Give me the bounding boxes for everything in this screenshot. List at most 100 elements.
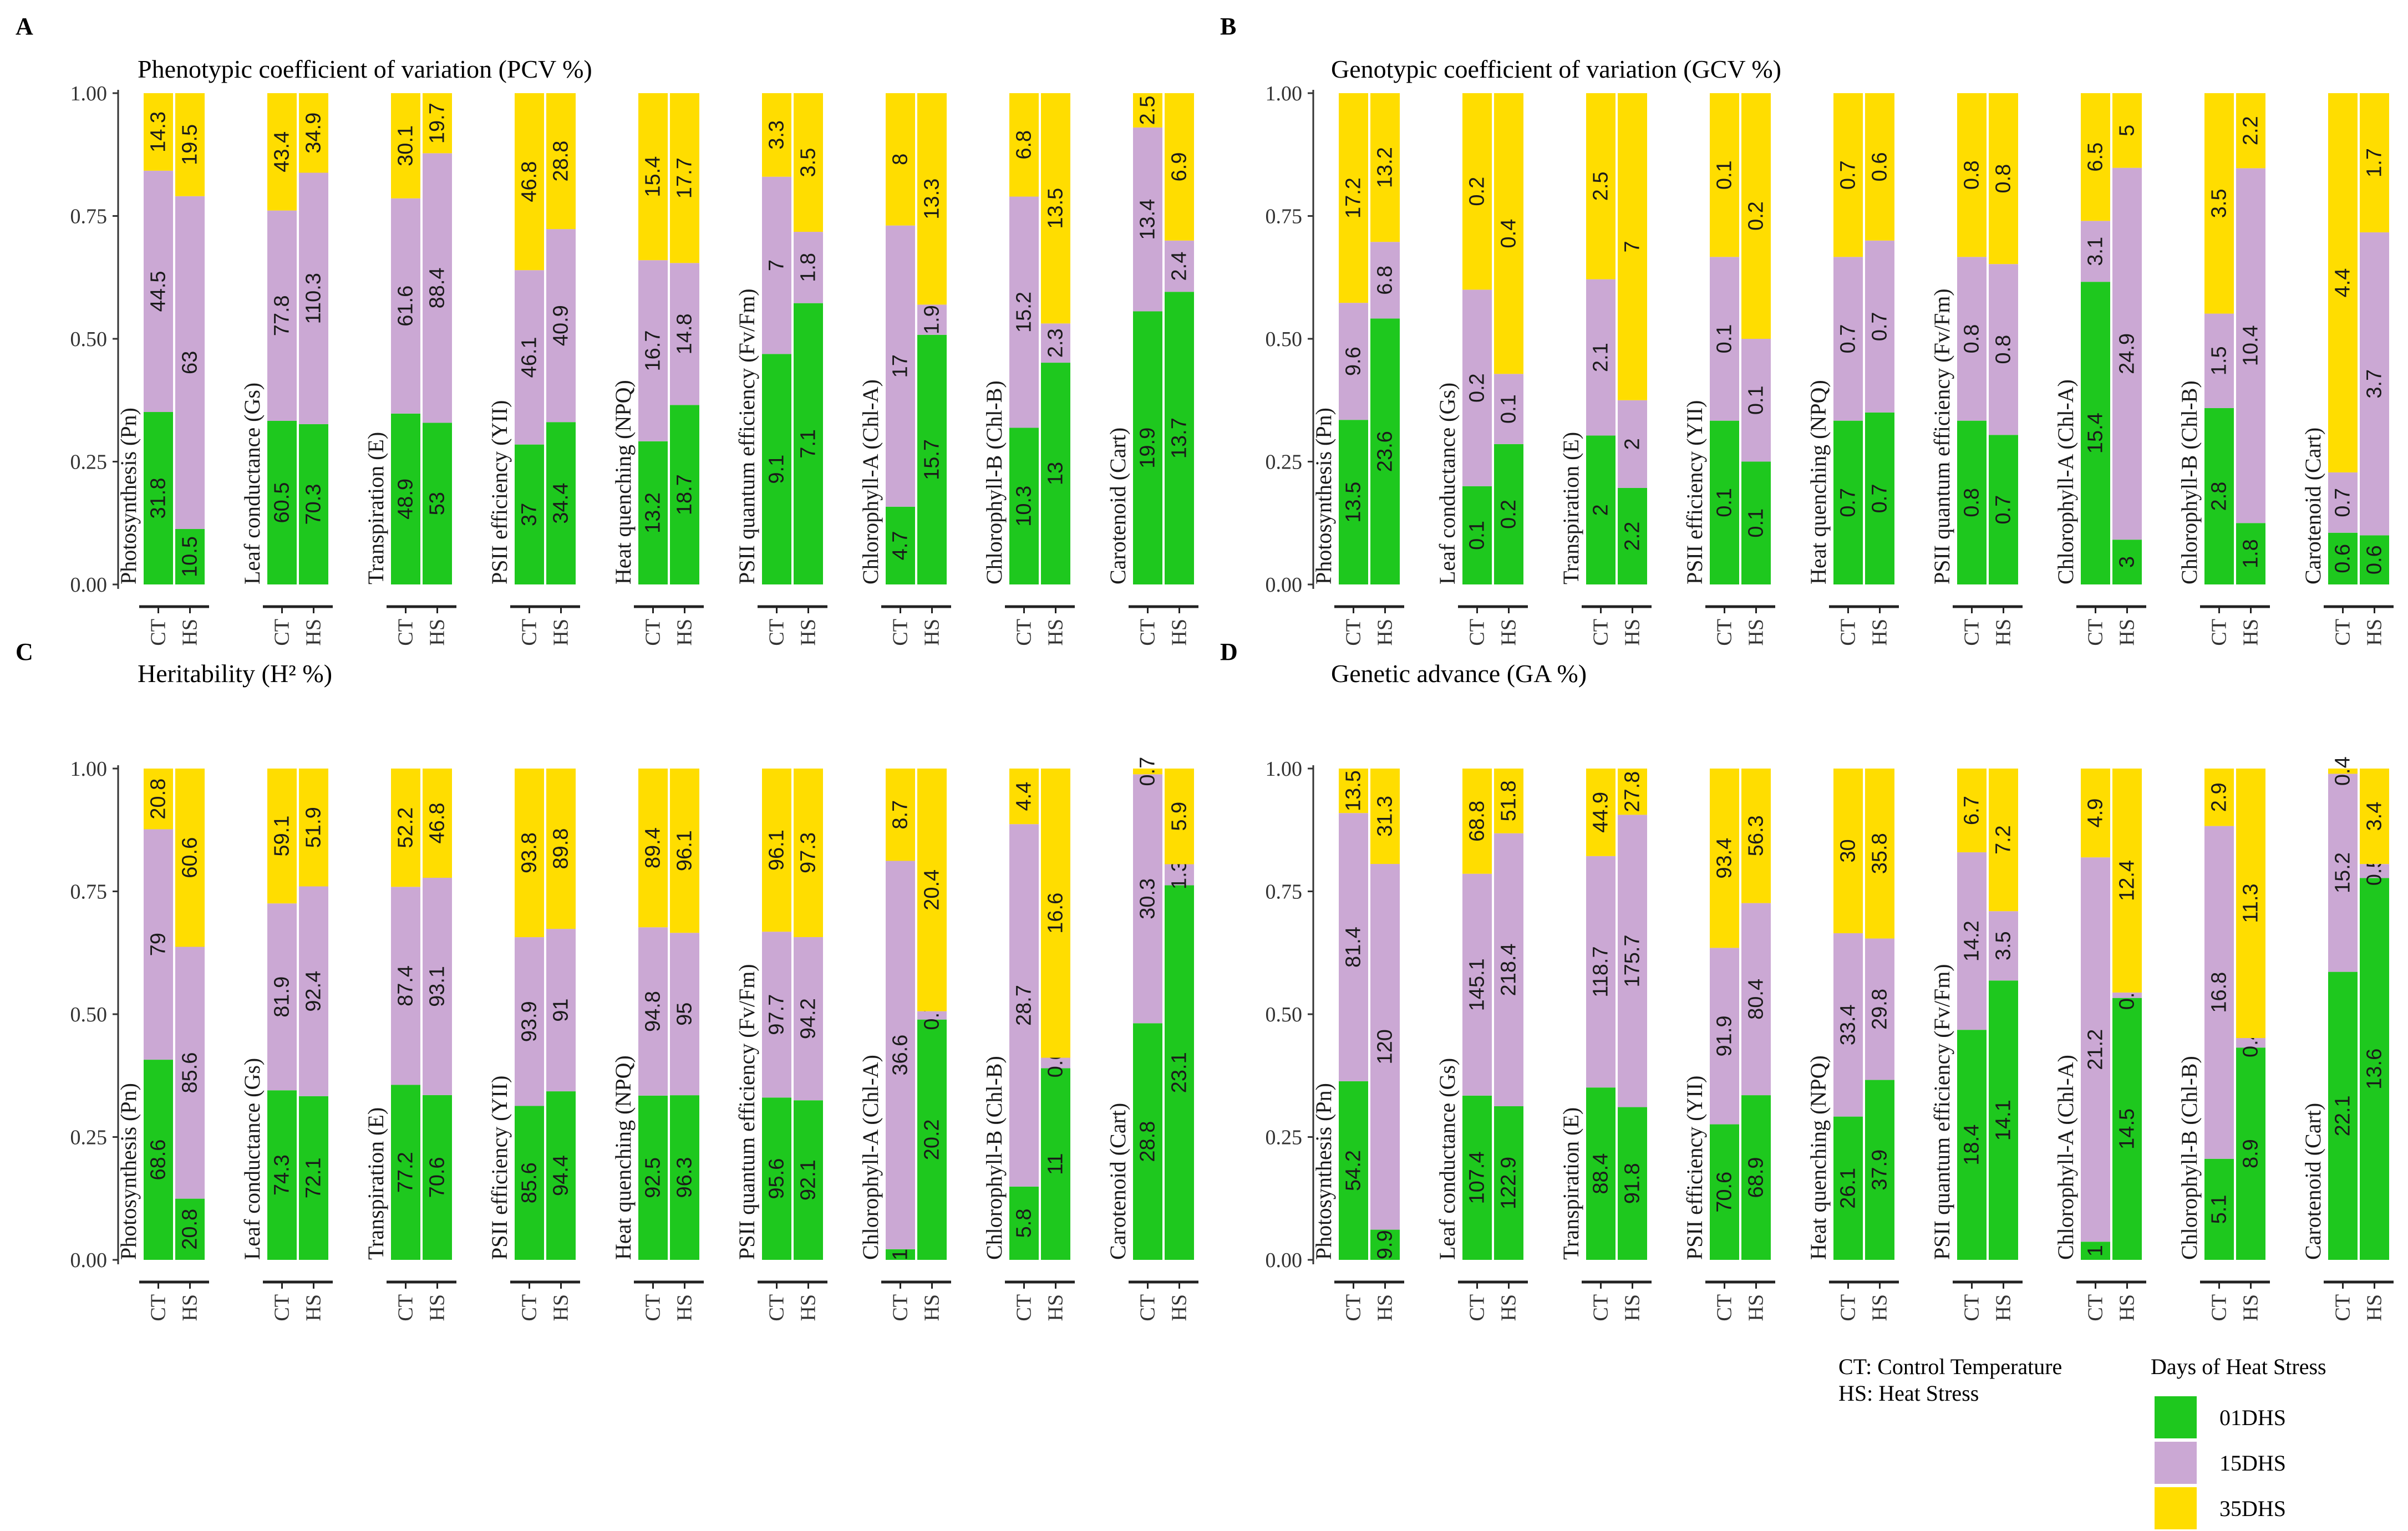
bar-segment-35dhs xyxy=(1370,93,1400,242)
bar-segment-01dhs xyxy=(546,1091,576,1260)
x-tick-label-ct: CT xyxy=(2331,619,2355,646)
bar-segment-01dhs xyxy=(1833,420,1863,584)
y-tick-label: 0.50 xyxy=(1266,328,1303,351)
data-label: 0.8 xyxy=(1960,324,1984,354)
x-tick-label-ct: CT xyxy=(642,1294,665,1321)
bar-segment-01dhs xyxy=(2328,532,2358,584)
facet-d-3: Transpiration (E) 88.4 118.7 44.9 CT 91.8 175.… xyxy=(1558,769,1652,1321)
x-tick-label-ct: CT xyxy=(518,619,541,646)
data-label: 0.4 xyxy=(2331,756,2355,786)
bar-segment-35dhs xyxy=(762,93,791,177)
bar-segment-15dhs xyxy=(175,196,205,529)
bar-segment-15dhs xyxy=(917,1011,947,1020)
data-label: 68.8 xyxy=(1466,801,1489,842)
data-label: 0.7 xyxy=(1837,488,1860,517)
x-tick-label-ct: CT xyxy=(1013,619,1036,646)
data-label: 28.7 xyxy=(1013,985,1036,1026)
bar-segment-01dhs xyxy=(299,1096,328,1260)
y-tick-label: 0.00 xyxy=(1266,1249,1303,1272)
data-label: 44.9 xyxy=(1589,792,1613,833)
bar-segment-01dhs xyxy=(762,354,791,584)
facet-c-1: Photosynthesis (Pn) 68.6 79 20.8 CT 20.8 85.6 6… xyxy=(116,769,209,1321)
bar-segment-15dhs xyxy=(886,225,915,507)
bar-segment-35dhs xyxy=(144,769,173,830)
x-tick-label-hs: HS xyxy=(1992,619,2015,646)
bar-segment-15dhs xyxy=(670,263,699,405)
bar-segment-15dhs xyxy=(1865,938,1894,1080)
facet-label: PSII quantum efficiency (Fv/Fm) xyxy=(1929,288,1954,584)
facet-d-7: Chlorophyll-A (Chl-A) 121.24.9CT14.50.312… xyxy=(2053,769,2146,1321)
x-tick-label-hs: HS xyxy=(2116,1294,2139,1321)
bar-segment-35dhs xyxy=(2204,93,2234,314)
bar-segment-35dhs xyxy=(1009,769,1039,825)
x-tick-label-ct: CT xyxy=(1713,1294,1736,1321)
facet-c-2: Leaf conductance (Gs) 74.3 81.9 59.1 CT 72.1 9… xyxy=(240,769,333,1321)
data-label: 14.1 xyxy=(1992,1100,2015,1141)
data-label: 93.9 xyxy=(518,1001,541,1042)
bar-segment-01dhs xyxy=(1370,1229,1400,1260)
bar-segment-35dhs xyxy=(1165,93,1194,241)
bar-segment-01dhs xyxy=(267,420,297,584)
bar-segment-35dhs xyxy=(917,769,947,1011)
data-label: 2.5 xyxy=(1589,171,1613,201)
x-tick-label-ct: CT xyxy=(1960,619,1984,646)
data-label: 13.2 xyxy=(642,492,665,533)
data-label: 79 xyxy=(147,933,170,956)
data-label: 74.3 xyxy=(271,1154,294,1196)
x-tick-label-hs: HS xyxy=(179,1294,202,1321)
bar-segment-15dhs xyxy=(1957,257,1987,421)
facet-label: PSII quantum efficiency (Fv/Fm) xyxy=(734,964,759,1260)
data-label: 6.8 xyxy=(1374,266,1397,295)
bar-segment-35dhs xyxy=(2360,93,2389,233)
bar-segment-01dhs xyxy=(299,424,328,584)
data-label: 13.5 xyxy=(1044,188,1068,229)
data-label: 85.6 xyxy=(518,1162,541,1203)
data-label: 15.4 xyxy=(642,156,665,197)
data-label: 7 xyxy=(765,260,789,271)
bar-segment-15dhs xyxy=(1586,279,1616,436)
data-label: 1.8 xyxy=(2239,539,2263,568)
bar-segment-15dhs xyxy=(794,232,823,303)
data-label: 2.1 xyxy=(1589,343,1613,372)
data-label: 63 xyxy=(179,351,202,374)
panel-c: C Heritability (H² %) 0.00 0.25 0.50 0.75 1.00… xyxy=(16,638,1198,1321)
panel-title-d: Genetic advance (GA %) xyxy=(1331,659,1587,688)
facet-d-1: Photosynthesis (Pn) 54.2 81.4 13.5 CT 9.9 120 3… xyxy=(1311,769,1404,1321)
data-label: 0.6 xyxy=(1868,152,1892,181)
data-label: 7 xyxy=(1621,241,1644,252)
facet-b-7: Chlorophyll-A (Chl-A) 15.4 3.1 6.5 CT 3 24.9 5 H… xyxy=(2053,93,2146,646)
bar-segment-01dhs xyxy=(515,444,544,584)
bar-segment-15dhs xyxy=(1586,856,1616,1088)
data-label: 120 xyxy=(1374,1029,1397,1064)
data-label: 13.7 xyxy=(1168,418,1191,459)
data-label: 96.1 xyxy=(673,830,697,871)
facet-label: Photosynthesis (Pn) xyxy=(1311,408,1336,584)
bar-segment-15dhs xyxy=(1494,374,1523,444)
facet-d-5: Heat quenching (NPQ) 26.1 33.4 30 CT 37.9 29.8… xyxy=(1806,769,1899,1321)
bar-segment-35dhs xyxy=(1618,769,1647,815)
bar-segment-01dhs xyxy=(175,1198,205,1260)
bar-segment-35dhs xyxy=(1865,93,1894,241)
bar-segment-01dhs xyxy=(175,528,205,584)
panel-title-a: Phenotypic coefficient of variation (PCV… xyxy=(138,55,592,83)
data-label: 3.5 xyxy=(797,148,820,177)
legend-label-01dhs: 01DHS xyxy=(2219,1405,2286,1430)
data-label: 2.5 xyxy=(1136,96,1160,125)
data-label: 18.7 xyxy=(673,474,697,515)
data-label: 110.3 xyxy=(302,273,326,324)
facet-label: PSII quantum efficiency (Fv/Fm) xyxy=(734,288,759,584)
bar-segment-15dhs xyxy=(1741,903,1771,1096)
panel-letter-c: C xyxy=(16,638,33,665)
bar-segment-01dhs xyxy=(1041,363,1070,584)
data-label: 30.1 xyxy=(394,125,418,166)
bar-segment-15dhs xyxy=(267,903,297,1091)
data-label: 51.9 xyxy=(302,807,326,848)
x-tick-label-hs: HS xyxy=(2363,1294,2386,1321)
data-label: 14.2 xyxy=(1960,920,1984,962)
facet-label: Chlorophyll-B (Chl-B) xyxy=(2177,380,2202,584)
x-tick-label-hs: HS xyxy=(2239,619,2263,646)
data-label: 0.2 xyxy=(1497,500,1521,529)
bar-segment-01dhs xyxy=(423,423,452,584)
bar-segment-35dhs xyxy=(175,769,205,947)
facet-a-1: Photosynthesis (Pn) 31.8 44.5 14.3 CT 10.5 63 1… xyxy=(116,93,209,646)
